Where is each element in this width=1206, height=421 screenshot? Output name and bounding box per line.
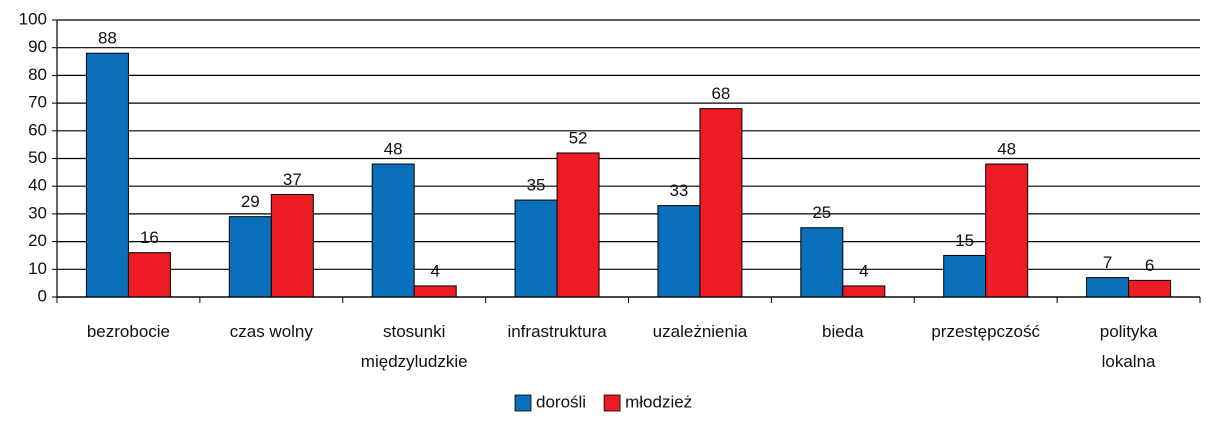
bar [127,252,171,298]
bar [556,152,600,298]
y-tick-label: 20 [28,231,47,250]
x-tick-label: infrastruktura [507,322,607,341]
y-tick-label: 70 [28,93,47,112]
data-label: 35 [527,176,546,195]
bar [85,52,129,298]
data-label: 37 [283,170,302,189]
data-label: 6 [1145,256,1154,275]
x-tick-label: stosunki międzyludzkie [361,322,468,371]
bar [270,194,314,298]
y-tick-label: 80 [28,65,47,84]
bar [985,163,1029,298]
legend-label: dorośli [536,392,586,411]
legend-swatch [603,394,621,412]
bar [413,285,457,298]
legend-swatch [514,394,532,412]
bar [228,216,272,298]
bar [699,108,743,298]
y-tick-label: 60 [28,120,47,139]
data-label: 48 [997,140,1016,159]
x-tick-label: polityka lokalna [1100,322,1158,371]
data-label: 4 [859,261,868,280]
bar [514,199,558,298]
y-tick-label: 50 [28,148,47,167]
bar [1086,277,1130,298]
bar [842,285,886,298]
y-tick-label: 10 [28,259,47,278]
data-label: 88 [98,29,117,48]
y-tick-label: 100 [19,9,47,28]
legend-label: młodzież [625,392,692,411]
data-label: 4 [430,261,439,280]
x-tick-label: bieda [822,322,864,341]
y-tick-label: 40 [28,176,47,195]
x-tick-label: bezrobocie [87,322,170,341]
bar [800,227,844,298]
data-label: 33 [669,181,688,200]
data-label: 48 [384,140,403,159]
bar [371,163,415,298]
data-label: 29 [241,192,260,211]
y-tick-label: 30 [28,203,47,222]
x-tick-label: czas wolny [230,322,314,341]
data-label: 15 [955,231,974,250]
x-tick-label: uzależnienia [653,322,748,341]
bar [943,254,987,298]
data-label: 68 [711,84,730,103]
y-tick-label: 90 [28,37,47,56]
data-label: 16 [140,228,159,247]
y-tick-label: 0 [38,286,47,305]
x-tick-label: przestępczość [931,322,1040,341]
data-label: 7 [1103,253,1112,272]
bar [1128,279,1172,298]
bar [657,205,701,298]
data-label: 25 [812,203,831,222]
data-label: 52 [569,128,588,147]
